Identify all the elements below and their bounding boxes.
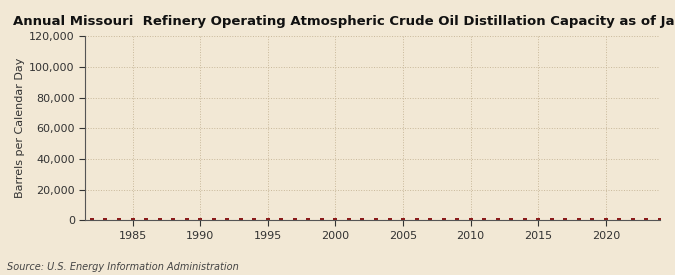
Text: Source: U.S. Energy Information Administration: Source: U.S. Energy Information Administ… xyxy=(7,262,238,272)
Title: Annual Missouri  Refinery Operating Atmospheric Crude Oil Distillation Capacity : Annual Missouri Refinery Operating Atmos… xyxy=(14,15,675,28)
Y-axis label: Barrels per Calendar Day: Barrels per Calendar Day xyxy=(15,58,25,198)
